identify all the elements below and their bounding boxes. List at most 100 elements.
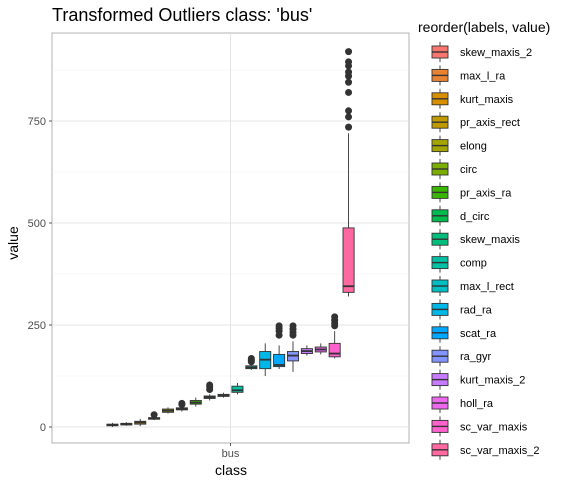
legend-item-rad-ra[interactable]: rad_ra: [431, 299, 493, 320]
legend-item-ra-gyr[interactable]: ra_gyr: [431, 346, 492, 367]
outlier-point: [345, 48, 353, 56]
legend-key: [431, 159, 449, 179]
box-body: [273, 353, 286, 368]
legend-key: [431, 88, 449, 109]
outlier-point: [275, 322, 283, 330]
legend-label: ra_gyr: [460, 351, 492, 363]
legend-key: [431, 322, 449, 343]
box-comp[interactable]: [231, 382, 244, 395]
outlier-point: [345, 68, 353, 76]
x-axis-title: class: [215, 462, 247, 478]
legend-item-sc-var-maxis[interactable]: sc_var_maxis: [431, 416, 528, 437]
outlier-point: [345, 78, 353, 86]
legend-key: [431, 416, 449, 437]
y-tick-label: 750: [28, 116, 46, 128]
legend-key: [431, 229, 449, 250]
box-kurt-maxis[interactable]: [134, 418, 147, 427]
legend-label: rad_ra: [460, 304, 493, 316]
legend-item-kurt-maxis-2[interactable]: kurt_maxis_2: [431, 369, 525, 390]
legend-key: [431, 299, 449, 320]
outlier-point: [345, 107, 353, 115]
legend-item-scat-ra[interactable]: scat_ra: [431, 322, 497, 343]
box-pr-axis-ra[interactable]: [189, 397, 202, 407]
legend-key: [431, 346, 449, 367]
y-axis: 0 250 500 750: [28, 116, 52, 434]
box-series: [106, 48, 355, 427]
outlier-point: [345, 58, 353, 66]
legend-label: kurt_maxis_2: [460, 375, 525, 387]
x-tick-label: bus: [222, 448, 240, 460]
box-pr-axis-rect[interactable]: [148, 411, 161, 421]
legend-item-skew-maxis[interactable]: skew_maxis: [431, 229, 520, 250]
legend-item-circ[interactable]: circ: [431, 159, 478, 179]
legend-key: [431, 135, 449, 156]
legend-item-comp[interactable]: comp: [431, 252, 487, 273]
box-max-l-rect[interactable]: [245, 354, 258, 370]
legend-title: reorder(labels, value): [418, 19, 550, 35]
outlier-point: [178, 399, 186, 407]
legend-item-kurt-maxis[interactable]: kurt_maxis: [431, 88, 514, 109]
legend-item-pr-axis-rect[interactable]: pr_axis_rect: [431, 112, 520, 133]
x-axis: bus: [222, 443, 240, 460]
outlier-point: [345, 113, 353, 121]
legend-label: max_l_ra: [460, 70, 506, 82]
box-sc-var-maxis-2[interactable]: [342, 48, 355, 297]
legend-item-elong[interactable]: elong: [431, 135, 487, 156]
legend-key: [431, 65, 449, 86]
legend-label: comp: [460, 258, 487, 270]
legend-key: [431, 439, 449, 460]
legend-label: pr_axis_ra: [460, 187, 512, 199]
legend-label: max_l_rect: [460, 281, 514, 293]
legend-key: [431, 369, 449, 390]
legend-item-d-circ[interactable]: d_circ: [431, 205, 490, 226]
y-tick-label: 0: [40, 422, 46, 434]
box-ra-gyr[interactable]: [286, 322, 300, 372]
box-body: [342, 227, 355, 293]
legend-label: skew_maxis: [460, 234, 520, 246]
outlier-point: [206, 381, 214, 389]
outlier-point: [331, 313, 339, 321]
box-rad-ra[interactable]: [259, 343, 272, 376]
box-kurt-maxis-2[interactable]: [300, 345, 313, 356]
legend-key: [431, 182, 449, 203]
plot-panel: [51, 32, 410, 444]
box-sc-var-maxis[interactable]: [328, 313, 341, 359]
chart-title: Transformed Outliers class: 'bus': [52, 5, 312, 25]
legend-key: [431, 205, 449, 226]
outlier-point: [345, 88, 353, 96]
y-tick-label: 250: [28, 320, 46, 332]
box-holl-ra[interactable]: [314, 343, 327, 355]
outlier-point: [247, 354, 255, 362]
legend-label: holl_ra: [460, 398, 494, 410]
legend-label: circ: [460, 164, 478, 176]
y-tick-label: 500: [28, 218, 46, 230]
legend-label: elong: [460, 141, 487, 153]
box-d-circ[interactable]: [203, 381, 216, 401]
box-elong[interactable]: [161, 407, 175, 414]
legend-item-max-l-rect[interactable]: max_l_rect: [431, 276, 514, 296]
legend-item-max-l-ra[interactable]: max_l_ra: [431, 65, 506, 86]
box-circ[interactable]: [175, 399, 188, 412]
box-scat-ra[interactable]: [273, 322, 286, 370]
legend-key: [431, 276, 449, 296]
legend-label: skew_maxis_2: [460, 47, 532, 59]
legend-item-sc-var-maxis-2[interactable]: sc_var_maxis_2: [431, 439, 539, 460]
box-skew-maxis-2[interactable]: [106, 422, 119, 427]
legend-label: sc_var_maxis: [460, 421, 528, 433]
box-max-l-ra[interactable]: [120, 422, 133, 426]
legend-label: kurt_maxis: [460, 94, 514, 106]
legend-item-pr-axis-ra[interactable]: pr_axis_ra: [431, 182, 512, 203]
outlier-point: [345, 123, 353, 131]
legend[interactable]: skew_maxis_2 max_l_ra kurt_maxis pr_axis_re…: [431, 42, 539, 460]
legend-item-skew-maxis-2[interactable]: skew_maxis_2: [431, 42, 532, 62]
legend-key: [431, 112, 449, 133]
legend-key: [431, 393, 449, 413]
outlier-point: [289, 322, 297, 330]
box-skew-maxis[interactable]: [217, 392, 230, 398]
legend-key: [431, 252, 449, 273]
box-body: [231, 385, 244, 393]
legend-item-holl-ra[interactable]: holl_ra: [431, 393, 494, 413]
legend-label: sc_var_maxis_2: [460, 445, 539, 457]
